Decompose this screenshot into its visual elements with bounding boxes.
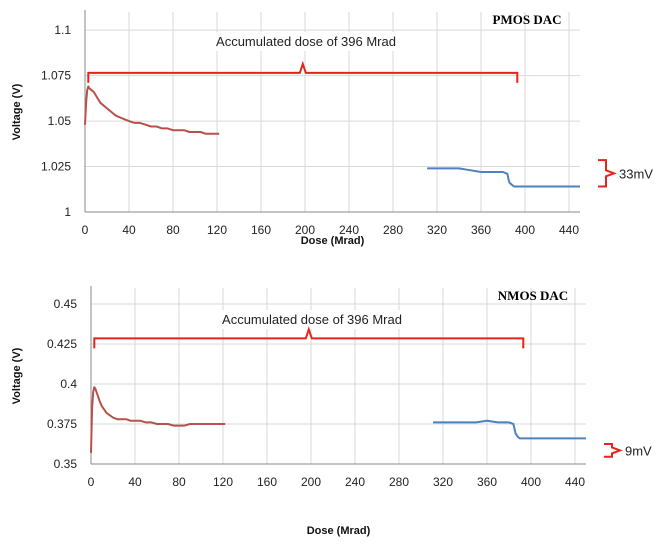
x-tick-label: 440	[565, 475, 585, 489]
series-after-irradiation	[433, 419, 586, 440]
series-before-irradiation	[84, 85, 220, 135]
nmos-dac-chart: 0.35 0.375 0.4 0.425 0.45 0 40 80 120 160 200 240 28…	[11, 286, 652, 537]
x-tick-label: 120	[213, 475, 233, 489]
x-tick-label: 80	[166, 223, 180, 237]
y-tick-label: 1.05	[48, 114, 72, 128]
x-tick-label: 320	[433, 475, 453, 489]
x-tick-label: 0	[88, 475, 95, 489]
x-tick-label: 240	[339, 223, 359, 237]
x-tick-label: 440	[559, 223, 579, 237]
delta-bracket	[598, 159, 617, 188]
delta-bracket	[604, 443, 623, 458]
dose-bracket	[93, 326, 525, 349]
panel-title: NMOS DAC	[498, 288, 568, 303]
delta-label: 9mV	[625, 443, 652, 458]
x-tick-label: 200	[295, 223, 315, 237]
x-tick-label: 40	[122, 223, 136, 237]
x-tick-label: 280	[383, 223, 403, 237]
x-tick-label: 280	[389, 475, 409, 489]
y-axis-title: Voltage (V)	[11, 347, 23, 404]
x-tick-label: 0	[82, 223, 89, 237]
x-tick-label: 160	[257, 475, 277, 489]
y-tick-label: 0.375	[47, 417, 77, 431]
y-tick-label: 1	[64, 205, 71, 219]
dose-bracket	[87, 60, 519, 83]
x-tick-label: 240	[345, 475, 365, 489]
y-tick-label: 0.425	[47, 337, 77, 351]
x-axis-title: Dose (Mrad)	[301, 235, 365, 247]
y-tick-label: 0.4	[60, 377, 77, 391]
x-tick-label: 200	[301, 475, 321, 489]
y-tick-label: 1.025	[41, 160, 71, 174]
annotation-label: Accumulated dose of 396 Mrad	[222, 312, 402, 327]
x-tick-label: 320	[427, 223, 447, 237]
y-axis-title: Voltage (V)	[11, 83, 23, 140]
y-tick-label: 1.1	[54, 23, 71, 37]
delta-label: 33mV	[619, 166, 653, 181]
series-after-irradiation	[427, 167, 580, 188]
pmos-dac-chart: 1 1.025 1.05 1.075 1.1 0 40 80 120 160 200 240 280 32…	[11, 10, 653, 247]
annotation-background	[198, 310, 426, 329]
annotation-background	[192, 32, 420, 51]
x-tick-label: 40	[128, 475, 142, 489]
y-tick-label: 0.35	[54, 457, 78, 471]
x-tick-label: 400	[521, 475, 541, 489]
series-before-irradiation	[90, 386, 226, 453]
annotation-label: Accumulated dose of 396 Mrad	[216, 34, 396, 49]
x-tick-label: 120	[207, 223, 227, 237]
x-axis-title: Dose (Mrad)	[307, 525, 371, 537]
x-tick-label: 400	[515, 223, 535, 237]
x-tick-label: 360	[477, 475, 497, 489]
y-tick-label: 1.075	[41, 69, 71, 83]
panel-title: PMOS DAC	[493, 12, 562, 27]
y-tick-label: 0.45	[54, 297, 78, 311]
x-tick-label: 160	[251, 223, 271, 237]
x-tick-label: 360	[471, 223, 491, 237]
x-tick-label: 80	[172, 475, 186, 489]
